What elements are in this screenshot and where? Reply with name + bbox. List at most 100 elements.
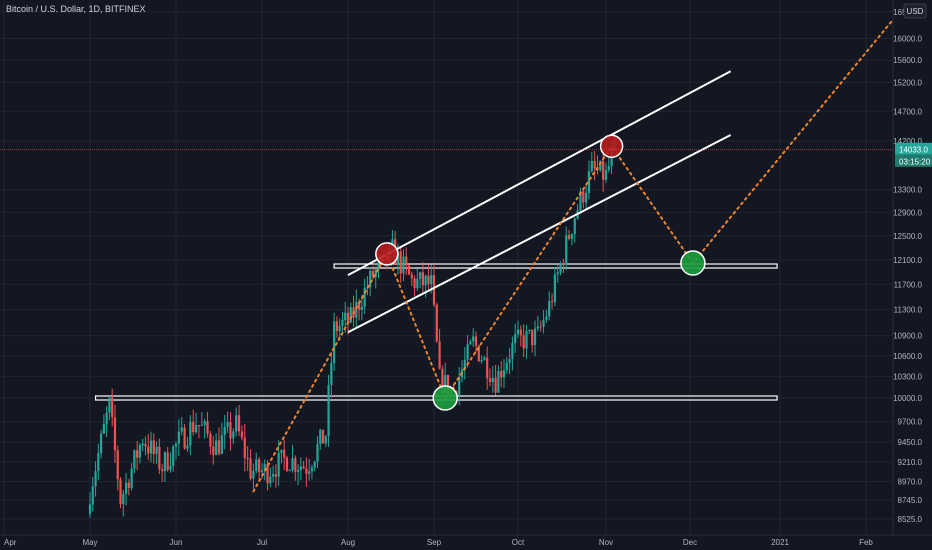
candle-body [516,329,520,335]
candle-body [158,446,161,470]
candle-body [497,370,500,393]
time-axis[interactable]: Apr May Jun Jul Aug Sep Oct Nov Dec 2021 Feb [0,534,932,550]
candle-body [316,443,319,462]
candle-body [335,321,339,332]
candle-body [405,256,408,266]
candle-body [585,192,588,203]
candle-body [463,359,466,370]
candle-body [206,421,209,434]
candle-body [194,425,198,433]
candle-body [127,482,130,488]
countdown-badge [895,154,932,167]
candle-body [220,435,223,454]
candle-body [416,278,419,289]
price-tick-label: 10600.0 [893,352,922,361]
candle-body [308,471,311,474]
candle-body [203,421,206,425]
candle-body [212,446,215,455]
time-tick-label: Dec [683,538,697,547]
candle-body [604,170,608,180]
candle-body [161,469,164,472]
candle-body [263,464,266,471]
candle-body [371,271,375,277]
candle-body [469,341,472,345]
candle-body [197,425,201,427]
candle-body [590,160,593,172]
candle-body [299,466,302,471]
candle-body [333,321,336,364]
candle-body [570,234,574,239]
candle-body [341,319,344,326]
candle-body [494,377,497,393]
candle-body [511,343,514,360]
candle-body [355,301,358,318]
price-tick-label: 9700.0 [898,418,923,427]
candle-body [593,160,596,169]
candle-body [346,312,350,323]
candle-body [505,362,508,371]
price-tick-label: 9450.0 [898,438,923,447]
price-tick-label: 12900.0 [893,208,922,217]
currency-box [903,3,927,19]
pivot-markers [375,134,706,411]
price-tick-label: 10300.0 [893,373,922,382]
candle-body [169,465,172,470]
candle-body [374,269,377,277]
current-price-label: 14033.0 [899,145,928,154]
grid-lines [0,0,893,535]
candle-body [189,421,192,446]
candle-body [579,191,582,211]
candle-body [266,464,269,484]
candle-body [536,326,539,329]
candle-body [377,260,380,270]
price-tick-label: 8525.0 [898,515,923,524]
candle-body [542,319,545,327]
candle-body [192,421,195,433]
candle-body [174,443,178,447]
candle-body [269,476,272,484]
candle-body [271,474,275,477]
candle-body [274,474,277,477]
candle-body [349,307,352,323]
price-tick-label: 9210.0 [898,458,923,467]
current-price-badge [895,142,932,155]
candle-body [119,479,122,505]
candle-body [500,370,503,378]
price-axis[interactable]: 16500.016000.015600.015200.014700.014200… [892,0,932,550]
candle-body [144,443,147,447]
candle-body [283,449,286,458]
candle-body [480,359,483,362]
candle-body [235,415,238,432]
candle-body [432,275,436,305]
price-tick-label: 14700.0 [893,107,922,116]
candle-body [602,160,605,180]
candle-body [474,336,478,346]
candle-body [180,427,183,432]
candle-body [545,316,548,320]
candle-body [102,424,105,434]
candle-body [430,275,433,284]
price-tick-label: 16000.0 [893,34,922,43]
candle-body [302,466,305,469]
projection-path [252,0,911,493]
candle-body [321,429,325,444]
candle-body [441,368,444,394]
candle-body [483,357,486,360]
candle-body [138,445,142,458]
candle-body [402,256,405,274]
candle-body [223,426,226,436]
candle-body [477,345,480,362]
time-tick-label: Jun [170,538,183,547]
candle-body [438,341,441,369]
candle-body [243,437,246,458]
time-tick-label: 2021 [771,538,789,547]
candle-body [424,275,427,286]
time-tick-label: Apr [4,538,17,547]
candle-body [458,377,461,396]
candle-body [291,458,294,471]
candle-body [413,278,416,289]
candle-body [186,445,189,449]
candle-body [486,357,489,379]
